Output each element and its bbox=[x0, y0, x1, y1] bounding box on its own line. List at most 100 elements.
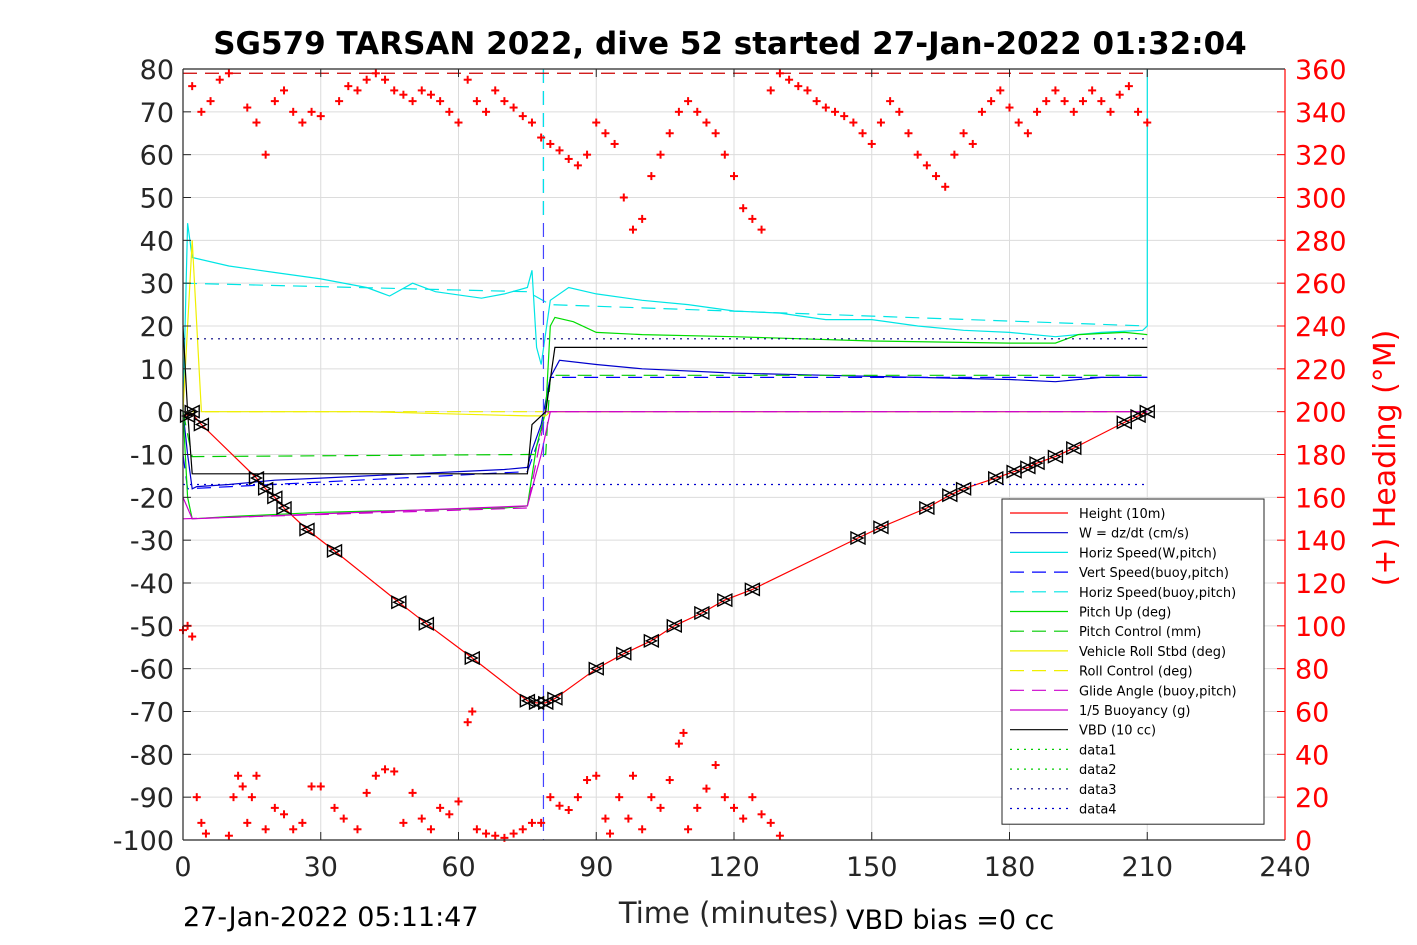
heading-point bbox=[463, 718, 472, 727]
heading-point bbox=[739, 814, 748, 823]
height-marker bbox=[193, 417, 210, 432]
heading-point bbox=[1115, 90, 1124, 99]
heading-point bbox=[298, 818, 307, 827]
heading-point bbox=[583, 150, 592, 159]
heading-point bbox=[867, 139, 876, 148]
heading-point bbox=[353, 86, 362, 95]
right-axis-label: (+) Heading (°M) bbox=[1368, 330, 1403, 587]
legend-entry-9: Glide Angle (buoy,pitch) bbox=[1079, 684, 1237, 699]
heading-point bbox=[307, 782, 316, 791]
y-tick-label-right: 280 bbox=[1295, 226, 1347, 257]
heading-point bbox=[445, 810, 454, 819]
heading-point bbox=[711, 761, 720, 770]
heading-point bbox=[1106, 107, 1115, 116]
y-tick-label-right: 200 bbox=[1295, 398, 1347, 429]
y-tick-label-right: 240 bbox=[1295, 312, 1347, 343]
heading-point bbox=[417, 86, 426, 95]
y-tick-label-left: -40 bbox=[130, 569, 174, 600]
heading-point bbox=[711, 129, 720, 138]
height-marker bbox=[988, 470, 1004, 486]
heading-point bbox=[261, 150, 270, 159]
y-tick-label-left: 70 bbox=[140, 98, 174, 129]
heading-point bbox=[1014, 118, 1023, 127]
y-tick-label-left: 20 bbox=[140, 312, 174, 343]
heading-point bbox=[1051, 86, 1060, 95]
heading-point bbox=[601, 129, 610, 138]
y-tick-label-left: 30 bbox=[140, 269, 174, 300]
legend-entry-6: Pitch Control (mm) bbox=[1079, 625, 1201, 640]
height-marker bbox=[276, 500, 292, 516]
heading-point bbox=[408, 788, 417, 797]
heading-point bbox=[730, 803, 738, 812]
heading-point bbox=[339, 814, 348, 823]
y-tick-label-left: 10 bbox=[140, 355, 174, 386]
heading-point bbox=[188, 82, 197, 91]
heading-point bbox=[436, 803, 445, 812]
series-line-7 bbox=[182, 240, 1148, 417]
series-line-6 bbox=[182, 374, 1148, 458]
heading-point bbox=[362, 788, 371, 797]
heading-point bbox=[1134, 107, 1143, 116]
heading-point bbox=[628, 225, 637, 234]
height-marker bbox=[299, 522, 315, 537]
x-tick-label: 210 bbox=[1121, 852, 1173, 883]
heading-point bbox=[693, 803, 702, 812]
heading-point bbox=[307, 107, 316, 116]
heading-point bbox=[684, 825, 693, 834]
heading-point bbox=[803, 86, 812, 95]
heading-point bbox=[188, 632, 197, 641]
heading-point bbox=[876, 118, 885, 127]
heading-point bbox=[390, 86, 399, 95]
heading-point bbox=[252, 118, 261, 127]
axes: 0 30 60 90 120 150 180 210 24080706050403020100-… bbox=[113, 55, 1347, 883]
heading-point bbox=[1042, 97, 1051, 106]
heading-point bbox=[247, 793, 256, 802]
heading-point bbox=[950, 150, 959, 159]
series-line-10 bbox=[182, 411, 1148, 520]
y-tick-label-right: 140 bbox=[1295, 526, 1347, 557]
height-marker bbox=[418, 616, 435, 631]
y-tick-label-left: -20 bbox=[130, 483, 174, 514]
heading-point bbox=[555, 801, 564, 810]
heading-point bbox=[353, 825, 362, 834]
heading-point bbox=[757, 225, 766, 234]
x-tick-label: 240 bbox=[1259, 852, 1311, 883]
height-marker bbox=[326, 543, 343, 559]
heading-point bbox=[785, 75, 794, 84]
y-tick-label-left: -30 bbox=[130, 526, 174, 557]
heading-point bbox=[463, 75, 472, 84]
heading-point bbox=[977, 107, 986, 116]
heading-point bbox=[234, 771, 243, 780]
heading-point bbox=[243, 818, 252, 827]
y-tick-label-right: 60 bbox=[1295, 698, 1329, 729]
heading-point bbox=[739, 204, 748, 213]
x-tick-label: 180 bbox=[984, 852, 1036, 883]
heading-point bbox=[730, 172, 738, 181]
heading-point bbox=[1005, 103, 1014, 112]
heading-point bbox=[1097, 97, 1106, 106]
heading-point bbox=[454, 797, 463, 806]
y-tick-label-right: 0 bbox=[1295, 826, 1312, 857]
heading-point bbox=[583, 776, 592, 785]
heading-point bbox=[436, 97, 445, 106]
legend-entry-1: W = dz/dt (cm/s) bbox=[1079, 527, 1189, 542]
heading-point bbox=[720, 150, 729, 159]
y-tick-label-right: 160 bbox=[1295, 483, 1347, 514]
heading-point bbox=[1143, 118, 1152, 127]
legend-box bbox=[1001, 498, 1265, 825]
heading-point bbox=[693, 107, 702, 116]
x-axis-label: Time (minutes) bbox=[618, 896, 839, 930]
heading-point bbox=[794, 82, 803, 91]
heading-point bbox=[201, 829, 210, 838]
heading-point bbox=[573, 161, 582, 170]
heading-point bbox=[766, 86, 775, 95]
heading-point bbox=[280, 810, 289, 819]
heading-point bbox=[482, 107, 491, 116]
heading-point bbox=[573, 793, 582, 802]
heading-point bbox=[831, 107, 840, 116]
heading-point bbox=[518, 825, 527, 834]
heading-point bbox=[1033, 107, 1042, 116]
y-tick-label-right: 20 bbox=[1295, 783, 1329, 814]
heading-point bbox=[344, 82, 353, 91]
